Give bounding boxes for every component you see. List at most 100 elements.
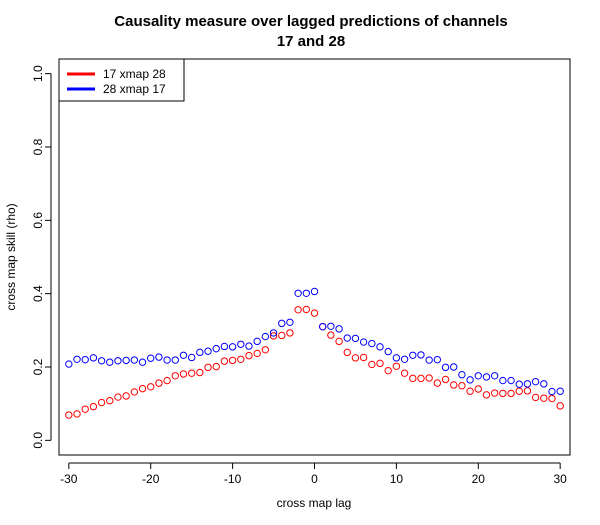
series-2-point [245, 342, 253, 350]
legend-label-series-2: 28 xmap 17 [103, 82, 166, 96]
series-1-point [147, 383, 155, 391]
series-2-point [228, 343, 237, 351]
series-2-point [368, 339, 376, 348]
series-1-point [515, 387, 523, 395]
series-1-point [97, 398, 106, 407]
series-1-point [409, 374, 417, 383]
series-2-point [253, 337, 261, 346]
series-2-point [507, 376, 515, 385]
series-2-point [351, 334, 360, 343]
series-1-point [392, 362, 401, 370]
series-2-point [155, 353, 163, 361]
series-2-point [122, 356, 130, 365]
series-2-point [376, 343, 384, 351]
series-2-point [294, 289, 302, 297]
series-2-point [187, 353, 196, 362]
series-1-point [286, 329, 294, 337]
series-2-point [106, 358, 114, 366]
series-1-point [458, 382, 466, 390]
series-2-point [441, 363, 450, 372]
series-1-point [425, 374, 433, 382]
series-1-point [302, 305, 311, 314]
series-1-point [450, 381, 458, 389]
series-1-point [163, 376, 171, 385]
series-1-point [155, 379, 163, 387]
series-2-point [130, 356, 139, 364]
series-1-point [474, 385, 482, 393]
series-1-point [310, 309, 319, 317]
series-1-point [114, 393, 122, 401]
y-axis-label: cross map skill (rho) [4, 203, 18, 310]
series-1-point [556, 402, 564, 410]
legend-label-series-1: 17 xmap 28 [103, 67, 166, 81]
series-2-point [458, 371, 466, 379]
series-1-point [400, 369, 409, 377]
series-2-point [343, 334, 351, 342]
series-2-point [147, 354, 155, 362]
series-1-point [65, 411, 73, 419]
series-1-point [253, 349, 261, 358]
series-2-point [556, 387, 564, 395]
series-2-point [392, 354, 401, 362]
series-1-point [179, 370, 188, 378]
series-2-point [286, 318, 294, 326]
series-2-point [89, 354, 98, 362]
series-1-point [548, 394, 556, 403]
y-tick-label: 1.0 [31, 65, 45, 82]
series-2-point [384, 347, 392, 356]
series-1-point [106, 397, 114, 405]
series-2-point [359, 338, 368, 346]
series-1-point [187, 369, 196, 377]
series-1-point [228, 356, 237, 365]
chart-title-line-2: 17 and 28 [277, 33, 345, 50]
series-1-point [278, 331, 286, 340]
x-tick-label: -20 [142, 472, 160, 486]
series-1-point [335, 337, 343, 346]
series-2-point [548, 387, 556, 396]
series-1-point [261, 346, 270, 354]
series-2-point [433, 355, 442, 364]
series-2-point [466, 376, 474, 384]
series-2-point [302, 289, 311, 297]
plot-box [58, 58, 571, 456]
series-2-point [269, 329, 278, 337]
chart-title-line-1: Causality measure over lagged prediction… [114, 13, 507, 30]
series-1-point [294, 306, 302, 314]
series-2-point [523, 380, 532, 388]
series-1-point [245, 351, 253, 360]
x-axis-label: cross map lag [277, 496, 352, 510]
series-1-point [237, 355, 245, 363]
x-tick-label: 30 [553, 472, 567, 486]
series-1-point [269, 332, 278, 340]
y-tick-label: 0.2 [31, 358, 45, 375]
series-1-point [441, 375, 450, 384]
x-tick-label: -30 [60, 472, 78, 486]
series-1-point [89, 402, 98, 411]
series-2-point [327, 322, 335, 330]
x-tick-label: -10 [224, 472, 242, 486]
series-2-point [65, 360, 73, 368]
series-2-point [204, 347, 212, 355]
series-1-point [499, 389, 507, 398]
series-2-point [482, 373, 491, 381]
series-1-point [204, 363, 212, 372]
series-1-point [523, 387, 532, 395]
series-2-point [515, 380, 523, 388]
series-2-point [425, 356, 433, 364]
series-2-point [490, 372, 499, 380]
series-2-point [97, 357, 106, 365]
series-2-point [400, 355, 409, 363]
series-2-point [474, 372, 482, 380]
series-2-point [114, 357, 122, 365]
series-2-point [531, 377, 540, 386]
series-1-point [212, 362, 220, 371]
series-1-point [327, 331, 335, 339]
series-1-point [81, 405, 89, 413]
series-1-point [368, 360, 376, 369]
legend-box [58, 58, 185, 102]
series-1-point [482, 391, 491, 399]
series-1-point [130, 388, 139, 396]
series-2-point [540, 380, 548, 388]
series-2-point [163, 356, 171, 364]
